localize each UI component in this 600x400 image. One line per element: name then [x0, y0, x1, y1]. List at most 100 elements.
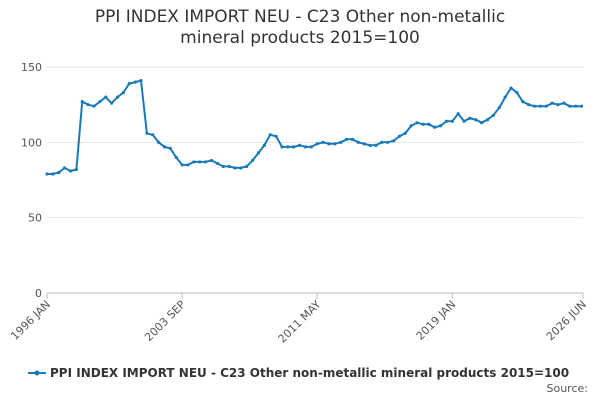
point	[562, 101, 566, 105]
point	[168, 146, 172, 150]
y-tick-label: 150	[21, 61, 42, 74]
point	[250, 158, 255, 163]
point	[374, 143, 378, 147]
y-tick-label: 100	[21, 136, 42, 149]
source: Source:	[547, 382, 589, 395]
point	[245, 164, 249, 169]
point	[286, 145, 290, 149]
point	[339, 140, 343, 144]
point	[356, 140, 360, 144]
point	[209, 158, 214, 163]
point	[127, 81, 131, 86]
point	[92, 104, 96, 108]
point	[509, 86, 513, 90]
point	[415, 121, 419, 125]
x-tick-label: 2026 JUN	[544, 298, 589, 343]
point	[180, 163, 184, 167]
point	[110, 101, 114, 105]
point	[303, 145, 308, 149]
point	[51, 172, 55, 176]
point	[444, 119, 449, 123]
point	[556, 103, 560, 107]
x-tick-label: 2011 MAY	[276, 298, 324, 346]
point	[292, 145, 296, 149]
point	[321, 140, 325, 144]
point	[468, 116, 472, 120]
point	[309, 145, 313, 149]
point	[350, 137, 355, 141]
point	[233, 166, 237, 170]
series-line	[47, 79, 582, 175]
y-tick-label: 0	[35, 287, 42, 300]
point	[227, 164, 231, 169]
point	[421, 122, 425, 126]
point	[268, 133, 272, 137]
point	[568, 104, 572, 108]
point	[397, 134, 402, 138]
point	[203, 160, 208, 164]
point	[57, 170, 61, 175]
legend-marker	[34, 370, 40, 376]
point	[485, 118, 490, 122]
point	[362, 142, 366, 146]
point	[145, 131, 149, 135]
point	[538, 104, 543, 108]
point	[274, 134, 278, 138]
point	[391, 139, 396, 143]
point	[68, 169, 73, 173]
point	[63, 166, 67, 170]
point	[157, 140, 161, 144]
point	[327, 142, 331, 146]
point	[174, 155, 178, 159]
point	[579, 104, 584, 108]
point	[386, 140, 390, 144]
point	[503, 95, 507, 99]
point	[221, 164, 225, 169]
chart-title: PPI INDEX IMPORT NEU - C23 Other non-met…	[95, 7, 505, 48]
point	[315, 142, 319, 146]
point	[380, 140, 384, 144]
point	[121, 91, 125, 95]
point	[333, 142, 337, 146]
point	[239, 166, 243, 170]
point	[427, 122, 431, 126]
point	[527, 103, 531, 107]
point	[280, 145, 284, 149]
point	[474, 118, 478, 122]
point	[45, 172, 49, 176]
point	[550, 101, 554, 105]
point	[462, 119, 466, 123]
point	[86, 103, 90, 107]
point	[544, 104, 548, 108]
point	[133, 80, 137, 84]
point	[521, 100, 525, 104]
point	[256, 151, 261, 155]
x-tick-label: 1996 JAN	[8, 298, 53, 343]
point	[450, 119, 454, 123]
point	[262, 143, 266, 147]
point	[186, 163, 190, 167]
point	[192, 160, 196, 164]
point	[438, 124, 443, 128]
point	[456, 112, 460, 116]
point	[497, 106, 501, 110]
point	[198, 160, 202, 164]
point	[532, 104, 537, 108]
point	[151, 133, 155, 137]
point	[515, 91, 519, 95]
point	[115, 95, 120, 99]
point	[409, 124, 413, 128]
point	[368, 143, 372, 147]
point	[574, 104, 578, 108]
point	[491, 113, 496, 117]
point	[104, 95, 108, 99]
point	[344, 137, 349, 141]
point	[480, 121, 484, 125]
y-tick-label: 50	[28, 212, 42, 225]
x-tick-label: 2003 SEP	[142, 298, 188, 344]
x-tick-label: 2019 JAN	[414, 298, 459, 343]
point	[80, 100, 84, 104]
point	[162, 145, 167, 149]
point	[297, 143, 302, 147]
